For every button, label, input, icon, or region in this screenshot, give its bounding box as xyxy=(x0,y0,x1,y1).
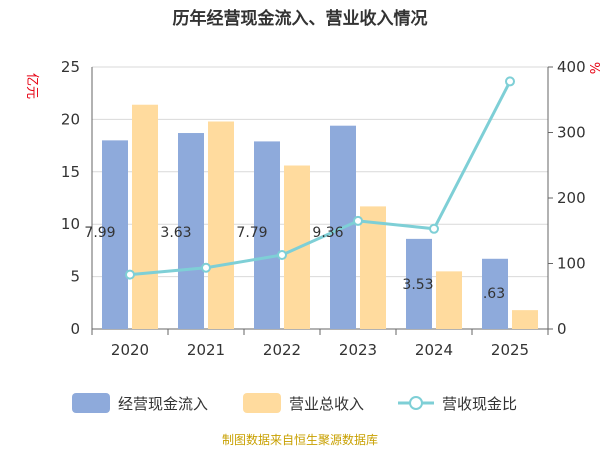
legend-label-cash-inflow: 经营现金流入 xyxy=(118,395,208,413)
right-axis-unit: % xyxy=(586,62,600,74)
data-label: 9.36 xyxy=(312,225,343,241)
bar-total-revenue xyxy=(208,121,234,329)
bar-total-revenue xyxy=(436,271,462,329)
chart-title: 历年经营现金流入、营业收入情况 xyxy=(173,8,428,29)
left-tick-label: 25 xyxy=(61,58,80,76)
ratio-line xyxy=(125,76,515,280)
right-tick-label: 200 xyxy=(557,189,586,207)
left-axis-unit: 亿元 xyxy=(24,73,39,99)
bar-cash-inflow xyxy=(406,238,432,329)
source-footer: 制图数据来自恒生聚源数据库 xyxy=(222,432,378,447)
bar-total-revenue xyxy=(132,104,158,329)
data-label: 7.99 xyxy=(84,225,115,241)
line-point xyxy=(505,76,515,87)
x-tick-label: 2022 xyxy=(263,341,301,359)
legend: 经营现金流入 营业总收入 营收现金比 xyxy=(72,393,517,413)
x-tick-label: 2021 xyxy=(187,341,225,359)
bar-total-revenue xyxy=(360,206,386,329)
line-point xyxy=(353,215,363,226)
legend-swatch-cash-inflow xyxy=(72,393,110,413)
x-tick-label: 2024 xyxy=(415,341,453,359)
x-tick-label: 2023 xyxy=(339,341,377,359)
legend-swatch-point xyxy=(409,396,423,410)
bars xyxy=(102,104,538,329)
left-tick-label: 15 xyxy=(61,163,80,181)
line-cash-ratio xyxy=(129,80,512,277)
right-tick-label: 300 xyxy=(557,124,586,142)
bar-total-revenue xyxy=(512,310,538,329)
legend-label-total-revenue: 营业总收入 xyxy=(289,395,364,413)
left-tick-label: 10 xyxy=(61,215,80,233)
data-labels: 7.99 3.63 7.79 9.36 3.53 .63 xyxy=(84,225,505,302)
line-point xyxy=(277,249,287,260)
bar-cash-inflow xyxy=(178,133,204,329)
data-label: 3.53 xyxy=(402,277,433,293)
legend-label-cash-ratio: 营收现金比 xyxy=(442,395,517,413)
bar-cash-inflow xyxy=(254,141,280,329)
left-tick-label: 5 xyxy=(70,268,80,286)
left-tick-label: 20 xyxy=(61,110,80,128)
right-tick-label: 400 xyxy=(557,58,586,76)
data-label: 7.79 xyxy=(236,225,267,241)
bar-cash-inflow xyxy=(482,258,508,329)
x-tick-label: 2020 xyxy=(111,341,149,359)
data-label: .63 xyxy=(483,286,505,302)
right-tick-label: 100 xyxy=(557,255,586,273)
legend-swatch-total-revenue xyxy=(243,393,281,413)
line-point xyxy=(429,223,439,234)
line-point xyxy=(201,262,211,273)
right-tick-label: 0 xyxy=(557,320,567,338)
grid-lines xyxy=(92,66,548,330)
left-tick-label: 0 xyxy=(70,320,80,338)
bar-cash-inflow xyxy=(102,140,128,329)
data-label: 3.63 xyxy=(160,225,191,241)
line-point xyxy=(125,269,135,280)
x-tick-label: 2025 xyxy=(491,341,529,359)
